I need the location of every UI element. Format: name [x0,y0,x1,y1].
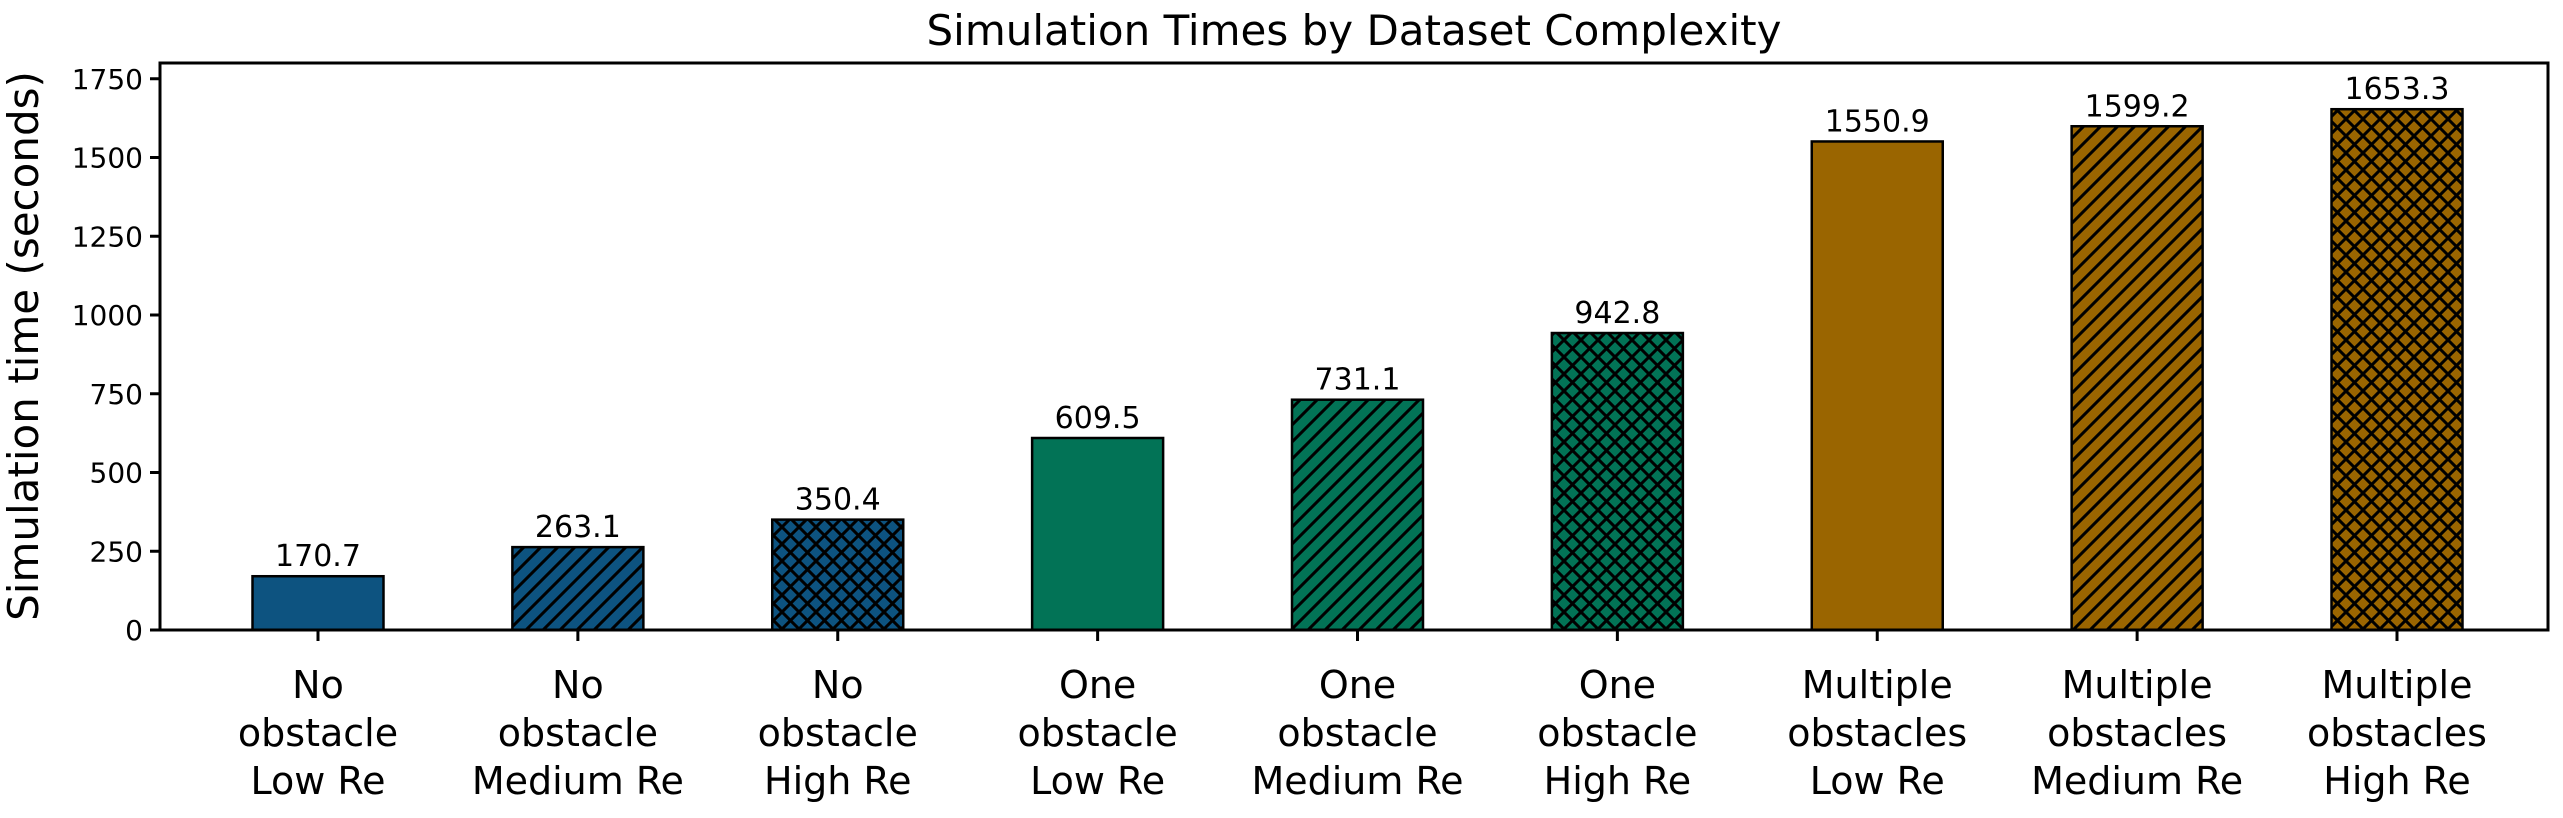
x-tick-label: Medium Re [472,759,684,803]
bar-hatch-1 [512,547,644,630]
y-tick-label: 1000 [72,299,143,332]
x-tick-label: One [1319,663,1396,707]
x-tick-label: obstacle [1537,711,1697,755]
bar-hatch-8 [2331,109,2463,630]
x-tick-label: obstacles [2047,711,2227,755]
bar-value-label: 1599.2 [2085,89,2190,124]
y-tick-label: 250 [90,535,143,568]
x-tick-label: Medium Re [2031,759,2243,803]
y-tick-label: 1250 [72,220,143,253]
y-axis-label: Simulation time (seconds) [0,71,48,621]
x-tick-label: Low Re [1030,759,1165,803]
bar-value-label: 1653.3 [2345,72,2450,107]
x-tick-label: High Re [764,759,912,803]
x-tick-label: Multiple [1802,663,1953,707]
x-tick-label: High Re [1544,759,1692,803]
chart-title: Simulation Times by Dataset Complexity [927,6,1782,55]
bars: 170.7 263.1 350.4 609.5 731.1 942.8 1550.9 1599… [251,72,2464,632]
y-tick-label: 500 [90,457,143,490]
x-tick-label: Low Re [251,759,386,803]
y-tick-label: 1750 [72,63,143,96]
x-tick-label: High Re [2323,759,2471,803]
x-tick-label: obstacles [2307,711,2487,755]
x-tick-label: No [292,663,344,707]
bar-value-label: 170.7 [275,539,361,574]
bar-value-label: 350.4 [795,483,881,518]
x-tick-label: Medium Re [1251,759,1463,803]
y-axis: 0 250 500 750 1000 1250 1500 1750 [72,63,160,647]
x-tick-label: Low Re [1810,759,1945,803]
bar-hatch-4 [1292,399,1423,630]
x-tick-label: obstacles [1787,711,1967,755]
bar-value-label: 942.8 [1574,296,1660,331]
y-tick-label: 750 [90,378,143,411]
bar-3 [1032,438,1164,630]
x-tick-label: Multiple [2322,663,2473,707]
x-tick-label: One [1579,663,1656,707]
x-tick-label: No [552,663,604,707]
bar-value-label: 609.5 [1055,401,1141,436]
y-tick-label: 1500 [72,142,143,175]
bar-hatch-2 [772,519,904,630]
bar-hatch-7 [2071,126,2203,630]
x-tick-label: No [812,663,864,707]
x-tick-label: One [1059,663,1136,707]
x-tick-label: obstacle [758,711,918,755]
y-tick-label: 0 [125,614,143,647]
x-tick-label: obstacle [498,711,658,755]
bar-value-label: 263.1 [535,510,621,545]
bar-hatch-5 [1551,333,1683,630]
bar-6 [1811,141,1943,631]
x-tick-label: obstacle [1018,711,1178,755]
x-tick-label: obstacle [238,711,398,755]
x-tick-label: Multiple [2062,663,2213,707]
plot-frame [158,61,2550,632]
bar-0 [252,576,384,630]
bar-value-label: 731.1 [1315,363,1401,398]
x-tick-label: obstacle [1277,711,1437,755]
bar-value-label: 1550.9 [1825,104,1930,139]
